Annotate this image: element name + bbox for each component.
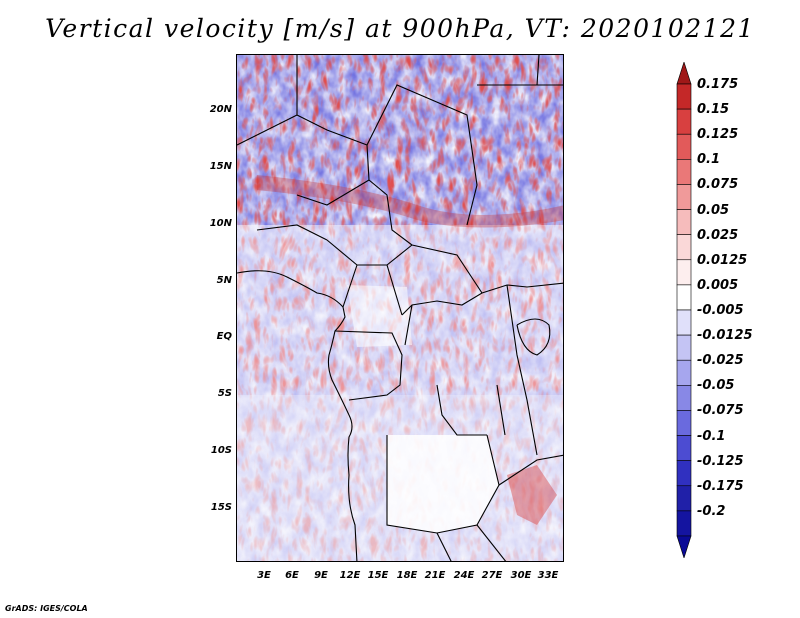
lat-label-5s: 5S [217, 388, 232, 399]
colorbar-label: -0.0125 [697, 328, 753, 344]
map-plot-area [236, 54, 564, 562]
lat-label-15s: 15S [210, 502, 232, 513]
colorbar-segment [676, 359, 692, 386]
country-borders [237, 55, 563, 561]
lon-label-27e: 27E [481, 570, 503, 581]
colorbar-label: -0.125 [697, 453, 744, 469]
velocity-field-map [237, 55, 563, 561]
lat-label-15n: 15N [209, 161, 232, 172]
colorbar-segment [676, 460, 692, 487]
colorbar-label: 0.15 [697, 102, 730, 118]
colorbar-segment [676, 133, 692, 160]
colorbar-label: 0.175 [697, 77, 739, 92]
colorbar-label: 0.0125 [697, 252, 748, 268]
lon-label-30e: 30E [510, 570, 532, 581]
colorbar [676, 62, 692, 558]
colorbar-label: -0.1 [697, 428, 726, 444]
colorbar-bottom-arrow [676, 535, 692, 558]
colorbar-label: 0.075 [697, 177, 739, 193]
colorbar-label: 0.05 [697, 202, 730, 218]
lat-label-10n: 10N [209, 218, 232, 229]
lon-label-12e: 12E [339, 570, 361, 581]
lat-label-10s: 10S [210, 445, 232, 456]
colorbar-label: -0.075 [697, 403, 744, 419]
colorbar-segment [676, 435, 692, 461]
lon-label-6e: 6E [285, 570, 299, 581]
colorbar-label: -0.025 [697, 353, 744, 369]
colorbar-segment [676, 284, 692, 311]
colorbar-segment [676, 209, 692, 235]
lon-label-15e: 15E [367, 570, 389, 581]
colorbar-segment [676, 184, 692, 210]
lon-label-21e: 21E [424, 570, 446, 581]
lon-label-9e: 9E [314, 570, 328, 581]
colorbar-segment [676, 159, 692, 185]
lon-label-33e: 33E [537, 570, 559, 581]
colorbar-segment [676, 334, 692, 361]
colorbar-segment [676, 385, 692, 411]
colorbar-label: 0.025 [697, 227, 739, 243]
lat-label-5n: 5N [216, 275, 232, 286]
lon-label-24e: 24E [453, 570, 475, 581]
colorbar-label: 0.005 [697, 277, 739, 293]
colorbar-segment [676, 485, 692, 512]
colorbar-label: -0.2 [697, 503, 726, 519]
colorbar-label: 0.125 [697, 127, 739, 143]
lat-label-20n: 20N [209, 104, 232, 115]
grads-credit: GrADS: IGES/COLA [5, 604, 88, 613]
colorbar-top-arrow [676, 62, 692, 85]
colorbar-segment [676, 234, 692, 261]
colorbar-label: 0.1 [697, 152, 721, 168]
colorbar-segment [676, 510, 692, 537]
map-title: Vertical velocity [m/s] at 900hPa, VT: 2… [45, 14, 755, 43]
colorbar-segment [676, 410, 692, 436]
colorbar-label: -0.05 [697, 378, 735, 394]
colorbar-segment [676, 83, 692, 110]
colorbar-segment [676, 259, 692, 286]
lat-label-eq: EQ [216, 331, 232, 342]
lon-label-3e: 3E [257, 570, 271, 581]
colorbar-label: -0.175 [697, 478, 744, 494]
colorbar-label: -0.005 [697, 303, 744, 318]
lon-label-18e: 18E [396, 570, 418, 581]
colorbar-segment [676, 108, 692, 135]
colorbar-segment [676, 309, 692, 336]
